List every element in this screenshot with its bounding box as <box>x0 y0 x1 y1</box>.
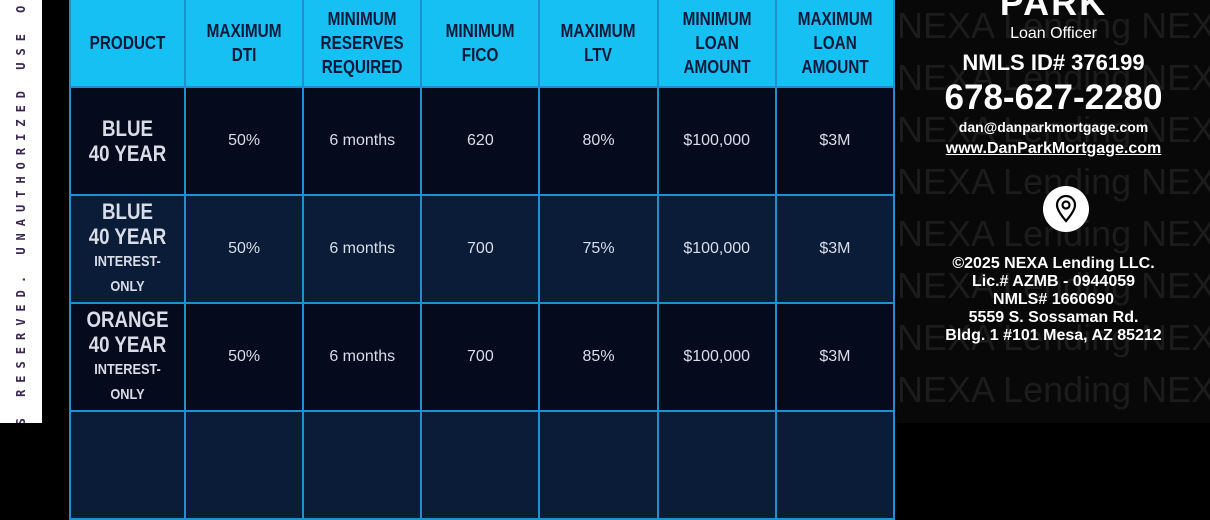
header-min-reserves: MINIMUM RESERVES REQUIRED <box>302 0 423 88</box>
officer-title: Loan Officer <box>1010 25 1097 42</box>
cell: $100,000 <box>656 194 777 304</box>
cell: 75% <box>538 194 659 304</box>
header-min-fico: MINIMUM FICO <box>420 0 541 88</box>
contact-panel: NEXA Lending NEXA Lending NEXA Lending N… <box>897 0 1210 423</box>
header-max-ltv: MAXIMUM LTV <box>538 0 659 88</box>
map-pin-icon <box>1043 186 1089 232</box>
product-cell: BLUE 40 YEAR <box>69 86 186 196</box>
cell: 620 <box>420 86 541 196</box>
cell: 50% <box>183 86 305 196</box>
cell: $100,000 <box>656 86 777 196</box>
cell: 700 <box>420 302 541 412</box>
loan-products-table: PRODUCT MAXIMUM DTI MINIMUM RESERVES REQ… <box>69 0 896 520</box>
header-max-dti: MAXIMUM DTI <box>183 0 305 88</box>
cell: 50% <box>183 302 305 412</box>
cell: $3M <box>774 302 896 412</box>
product-cell: BLUE 40 YEAR INTEREST-ONLY <box>69 194 186 304</box>
cell: 85% <box>538 302 659 412</box>
header-product: PRODUCT <box>69 0 186 88</box>
cell: 80% <box>538 86 659 196</box>
email-link[interactable]: dan@danparkmortgage.com <box>958 119 1149 135</box>
product-cell: ORANGE 40 YEAR INTEREST-ONLY <box>69 302 186 412</box>
cell: 6 months <box>302 86 423 196</box>
header-max-loan: MAXIMUM LOAN AMOUNT <box>774 0 896 88</box>
watermark: NEXA Lending NEXA Lending NEXA Lending N… <box>897 5 1210 423</box>
officer-nmls: NMLS ID# 376199 <box>962 50 1145 75</box>
header-min-loan: MINIMUM LOAN AMOUNT <box>656 0 777 88</box>
cell: 6 months <box>302 194 423 304</box>
table-row: ORANGE 40 YEAR INTEREST-ONLY 50% 6 months … <box>69 302 896 412</box>
phone-link[interactable]: 678-627-2280 <box>944 78 1163 117</box>
cell: $3M <box>774 194 896 304</box>
cell: $3M <box>774 86 896 196</box>
cell: 6 months <box>302 302 423 412</box>
table-row: BLUE 40 YEAR 50% 6 months 620 80% $100,00… <box>69 86 896 196</box>
table-row: BLUE 40 YEAR INTEREST-ONLY 50% 6 months 70… <box>69 194 896 304</box>
rights-notice-strip: GHTS RESERVED. UNAUTHORIZED USE OR R <box>0 0 42 423</box>
rights-notice-text: GHTS RESERVED. UNAUTHORIZED USE OR R <box>14 0 28 423</box>
website-link[interactable]: www.DanParkMortgage.com <box>945 140 1162 157</box>
cell: 700 <box>420 194 541 304</box>
officer-name: PARK <box>999 0 1108 23</box>
table-row-partial <box>69 410 896 520</box>
cell: $100,000 <box>656 302 777 412</box>
cell: 50% <box>183 194 305 304</box>
table-header-row: PRODUCT MAXIMUM DTI MINIMUM RESERVES REQ… <box>69 0 896 88</box>
company-info: ©2025 NEXA Lending LLC. Lic.# AZMB - 0944… <box>945 255 1162 344</box>
